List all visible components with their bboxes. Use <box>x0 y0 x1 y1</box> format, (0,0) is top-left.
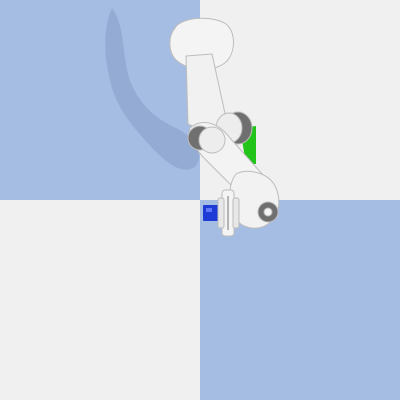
floor-tile-bottom-left <box>0 200 200 400</box>
target-object <box>203 205 219 221</box>
wrist-joint-cap <box>198 126 226 154</box>
arm-shadow <box>105 8 200 170</box>
flange-joint-center <box>263 207 273 217</box>
gripper <box>217 189 240 237</box>
gripper-finger-right <box>232 197 240 229</box>
gripper-finger-left <box>217 197 225 229</box>
floor-tile-top-left <box>0 0 200 200</box>
robot-arm <box>169 17 280 237</box>
target-object-highlight <box>206 208 212 212</box>
